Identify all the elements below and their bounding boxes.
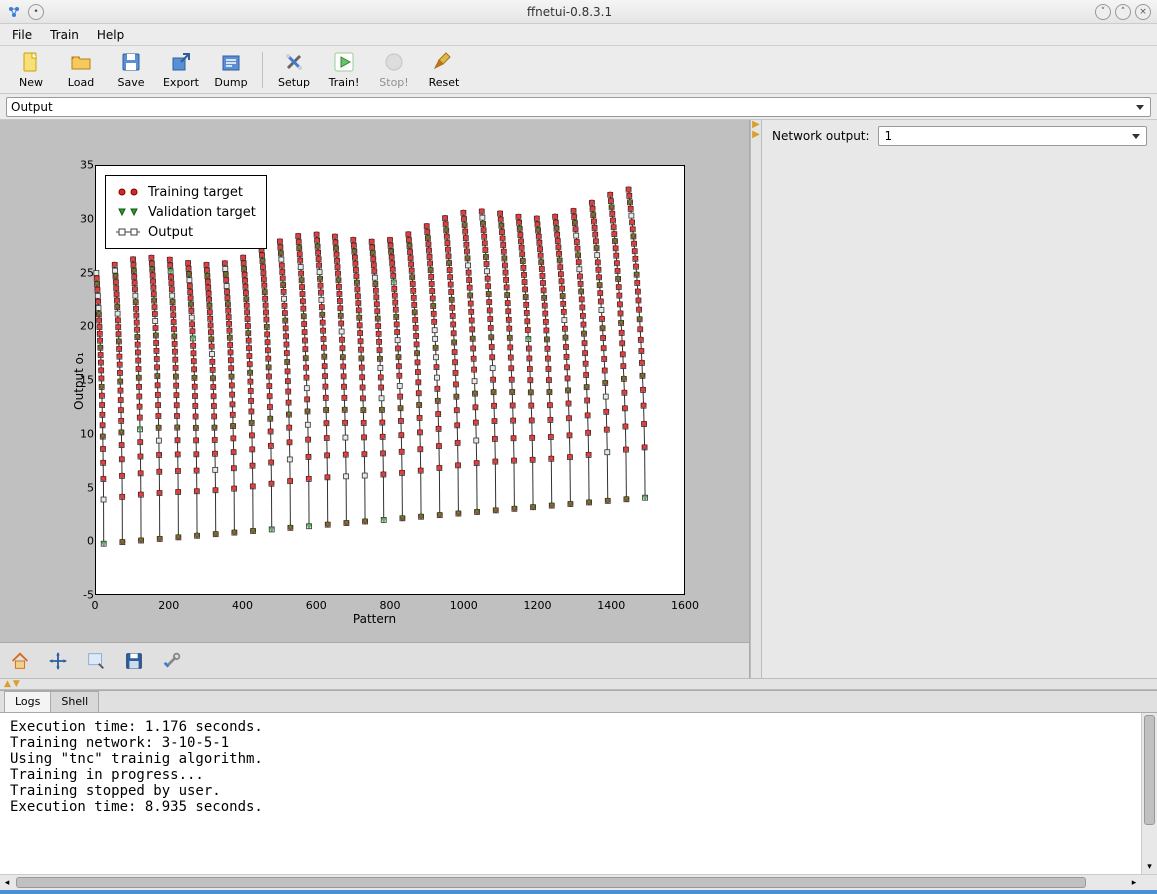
tab-shell[interactable]: Shell: [50, 691, 99, 712]
dump-icon: [219, 50, 243, 74]
xtick: 400: [223, 599, 263, 612]
ytick: 5: [54, 481, 94, 494]
reset-button[interactable]: Reset: [419, 48, 469, 92]
xtick: 0: [75, 599, 115, 612]
xtick: 1600: [665, 599, 705, 612]
dump-label: Dump: [214, 76, 247, 89]
main-area: Output o₁ Pattern Training targetValidat…: [0, 120, 1157, 678]
legend-label: Validation target: [148, 205, 256, 220]
plot-savefig-button[interactable]: [122, 649, 146, 673]
export-label: Export: [163, 76, 199, 89]
export-button[interactable]: Export: [156, 48, 206, 92]
window-title: ffnetui-0.8.3.1: [44, 5, 1095, 19]
plot-zoom-button[interactable]: [84, 649, 108, 673]
wrench-icon: [161, 650, 183, 672]
tab-logs[interactable]: Logs: [4, 691, 51, 712]
legend-label: Output: [148, 225, 193, 240]
tools-icon: [282, 50, 306, 74]
load-label: Load: [68, 76, 94, 89]
log-vscrollbar[interactable]: ▾: [1141, 713, 1157, 874]
play-icon: [332, 50, 356, 74]
network-output-label: Network output:: [772, 129, 870, 143]
network-output-selector[interactable]: 1: [878, 126, 1147, 146]
splitter-vertical[interactable]: ▶▶: [750, 120, 762, 678]
dump-button[interactable]: Dump: [206, 48, 256, 92]
network-output-value: 1: [885, 129, 893, 143]
stop-icon: [382, 50, 406, 74]
minimize-icon[interactable]: ˅: [1095, 4, 1111, 20]
ytick: 30: [54, 212, 94, 225]
xtick: 800: [370, 599, 410, 612]
xtick: 200: [149, 599, 189, 612]
plot-panel: Output o₁ Pattern Training targetValidat…: [0, 120, 750, 678]
side-panel: Network output: 1: [762, 120, 1157, 678]
bottom-tabs: LogsShell: [0, 691, 1157, 713]
xtick: 1200: [518, 599, 558, 612]
export-icon: [169, 50, 193, 74]
reset-label: Reset: [429, 76, 460, 89]
ytick: 25: [54, 266, 94, 279]
stop-button: Stop!: [369, 48, 419, 92]
save-label: Save: [117, 76, 144, 89]
app-icon: [6, 4, 22, 20]
splitter-horizontal[interactable]: ▲▼: [0, 678, 1157, 690]
menu-file[interactable]: File: [4, 26, 40, 44]
zoom-rect-icon: [85, 650, 107, 672]
bottom-panel: LogsShell Execution time: 1.176 seconds.…: [0, 690, 1157, 890]
plot-home-button[interactable]: [8, 649, 32, 673]
maximize-icon[interactable]: ˄: [1115, 4, 1131, 20]
xtick: 1400: [591, 599, 631, 612]
plot-toolbar: [0, 642, 749, 678]
new-button[interactable]: New: [6, 48, 56, 92]
menu-train[interactable]: Train: [42, 26, 87, 44]
view-selector[interactable]: Output: [6, 97, 1151, 117]
stop-label: Stop!: [379, 76, 408, 89]
xtick: 600: [296, 599, 336, 612]
view-selector-row: Output: [0, 94, 1157, 120]
plot-canvas: Output o₁ Pattern Training targetValidat…: [0, 120, 749, 642]
menubar: FileTrainHelp: [0, 24, 1157, 46]
broom-icon: [432, 50, 456, 74]
log-output: Execution time: 1.176 seconds. Training …: [0, 713, 1141, 874]
view-selector-value: Output: [11, 100, 53, 114]
train-button[interactable]: Train!: [319, 48, 369, 92]
folder-open-icon: [69, 50, 93, 74]
ytick: 15: [54, 374, 94, 387]
home-icon: [9, 650, 31, 672]
new-label: New: [19, 76, 43, 89]
move-icon: [47, 650, 69, 672]
floppy-icon: [123, 650, 145, 672]
ytick: 0: [54, 535, 94, 548]
ytick: 10: [54, 427, 94, 440]
plot-pan-button[interactable]: [46, 649, 70, 673]
ytick: 20: [54, 320, 94, 333]
plot-config-button[interactable]: [160, 649, 184, 673]
menu-help[interactable]: Help: [89, 26, 132, 44]
ytick: 35: [54, 159, 94, 172]
save-button[interactable]: Save: [106, 48, 156, 92]
setup-button[interactable]: Setup: [269, 48, 319, 92]
main-toolbar: New Load Save Export Dump Setup Train! Stop! Res…: [0, 46, 1157, 94]
statusbar: [0, 890, 1157, 894]
save-icon: [119, 50, 143, 74]
close-icon[interactable]: ×: [1135, 4, 1151, 20]
plot-legend: Training target Validation target Output: [105, 175, 267, 249]
xtick: 1000: [444, 599, 484, 612]
legend-label: Training target: [148, 185, 243, 200]
file-new-icon: [19, 50, 43, 74]
train-label: Train!: [329, 76, 360, 89]
load-button[interactable]: Load: [56, 48, 106, 92]
plot-xlabel: Pattern: [353, 612, 396, 626]
titlebar-bullet: •: [28, 4, 44, 20]
setup-label: Setup: [278, 76, 310, 89]
log-hscrollbar[interactable]: ◂ ▸: [0, 874, 1157, 890]
titlebar: • ffnetui-0.8.3.1 ˅ ˄ ×: [0, 0, 1157, 24]
